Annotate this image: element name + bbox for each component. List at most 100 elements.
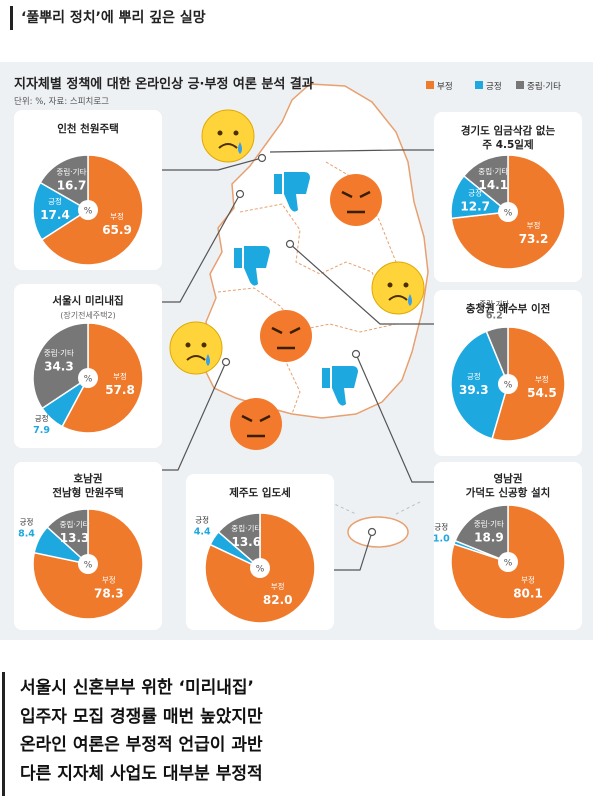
slice-name-label: 부정: [527, 220, 541, 230]
slice-value-label: 73.2: [519, 232, 549, 246]
pie-panel-2: 서울시 미리내집 (장기전세주택2) 부정 57.8 7.9 긍정 중립·기타 34.3%: [14, 284, 162, 448]
legend-swatch-neutral: [516, 81, 524, 89]
slice-name-label: 긍정: [467, 371, 481, 381]
pie-center: [498, 202, 518, 222]
pie-title: 호남권: [74, 472, 103, 485]
pie-center: [78, 200, 98, 220]
slice-value-label: 57.8: [105, 383, 135, 397]
angry-face-icon: [230, 398, 282, 450]
slice-value-label: 78.3: [94, 587, 124, 601]
sad-face-icon: [371, 261, 425, 315]
slice-value-label: 1.0: [433, 534, 450, 545]
pie-subtitle: 가덕도 신공항 설치: [466, 486, 551, 499]
slice-value-label: 7.9: [33, 425, 50, 436]
sad-face-icon: [169, 321, 223, 375]
pie-slice-negative: [450, 504, 566, 620]
pie-slice-negative: [491, 326, 566, 442]
pie-slice-neutral: [46, 508, 89, 566]
pie-title: 영남권: [494, 472, 523, 485]
thumbs-down-icon: [234, 246, 270, 286]
legend: 부정 긍정 중립·기타: [426, 81, 561, 92]
infographic-svg: 지자체별 정책에 대한 온라인상 긍·부정 여론 분석 결과 단위: %, 자료…: [14, 76, 582, 630]
slice-value-label: 39.3: [459, 383, 489, 397]
summary-line-3: 온라인 여론은 부정적 언급이 과반: [20, 735, 263, 755]
legend-label-negative: 부정: [437, 81, 453, 92]
legend-swatch-negative: [426, 81, 434, 89]
pie-slice-neutral: [39, 154, 89, 212]
pie-center-label: %: [84, 207, 93, 217]
pie-center-label: %: [256, 565, 265, 575]
slice-value-label: 4.4: [194, 526, 211, 537]
pie-center: [250, 558, 270, 578]
slice-name-label: 부정: [535, 374, 549, 384]
pie-subtitle: 전남형 만원주택: [52, 486, 123, 499]
slice-name-label: 중립·기타: [60, 520, 90, 529]
pie-center: [498, 552, 518, 572]
pie-title: 경기도 임금삭감 없는: [461, 124, 556, 137]
pie-title: 서울시 미리내집: [52, 294, 123, 307]
slice-name-label: 긍정: [20, 517, 34, 527]
pie-slice-positive: [32, 181, 90, 241]
thumbs-down-icon: [322, 366, 358, 406]
legend-label-neutral: 중립·기타: [527, 82, 561, 92]
pie-slice-negative: [61, 322, 144, 434]
header-title: ‘풀뿌리 정치’에 뿌리 깊은 실망: [10, 6, 206, 30]
summary-line-2: 입주자 모집 경쟁률 매번 높았지만: [20, 706, 263, 727]
summary-line-1: 서울시 신혼부부 위한 ‘미리내집’: [20, 678, 254, 698]
slice-name-label: 중립·기타: [479, 299, 509, 308]
pie-center: [78, 368, 98, 388]
connector-lines: [160, 149, 434, 571]
slice-value-label: 17.4: [40, 208, 70, 222]
pie-title: 충청권 해수부 이전: [466, 302, 551, 315]
pie-slice-neutral: [32, 322, 89, 410]
pie-center-label: %: [84, 561, 93, 571]
thumbs-down-icon: [274, 172, 310, 212]
slice-name-label: 부정: [271, 581, 285, 591]
chart-source: 단위: %, 자료: 스피치로그: [14, 96, 109, 107]
pie-subtitle: (장기전세주택2): [60, 310, 116, 320]
slice-name-label: 부정: [113, 371, 127, 381]
sad-face-icon: [201, 109, 255, 163]
infographic: 지자체별 정책에 대한 온라인상 긍·부정 여론 분석 결과 단위: %, 자료…: [0, 62, 593, 640]
legend-swatch-positive: [475, 81, 483, 89]
pie-center-label: %: [504, 559, 513, 569]
pie-center-label: %: [504, 381, 513, 391]
angry-face-icon: [330, 174, 382, 226]
slice-name-label: 중립·기타: [478, 167, 508, 176]
legend-label-positive: 긍정: [486, 81, 502, 92]
slice-value-label: 18.9: [474, 531, 504, 545]
slice-name-label: 중립·기타: [231, 524, 261, 533]
slice-name-label: 긍정: [434, 522, 448, 532]
slice-value-label: 14.1: [478, 178, 508, 192]
pie-center: [78, 554, 98, 574]
slice-value-label: 13.3: [60, 531, 90, 545]
pie-subtitle: 주 4.5일제: [482, 138, 533, 151]
slice-value-label: 16.7: [57, 178, 87, 192]
slice-value-label: 34.3: [44, 359, 74, 373]
slice-name-label: 중립·기타: [44, 348, 74, 357]
chart-title: 지자체별 정책에 대한 온라인상 긍·부정 여론 분석 결과: [14, 76, 314, 92]
slice-name-label: 부정: [102, 575, 116, 585]
slice-name-label: 중립·기타: [57, 167, 87, 176]
slice-value-label: 6.2: [486, 310, 503, 321]
slice-name-label: 중립·기타: [474, 520, 504, 529]
slice-value-label: 82.0: [263, 593, 293, 607]
summary-bar: [2, 672, 5, 796]
pie-slice-positive: [450, 330, 509, 440]
slice-name-label: 부정: [110, 211, 124, 221]
pie-slice-neutral: [462, 154, 509, 214]
emoji-decorations: [169, 109, 425, 450]
pie-slice-neutral: [454, 504, 509, 564]
pie-slice-neutral: [217, 512, 261, 570]
slice-value-label: 65.9: [102, 223, 132, 237]
pie-title: 인천 천원주택: [57, 122, 119, 135]
angry-face-icon: [260, 310, 312, 362]
slice-value-label: 8.4: [18, 529, 35, 540]
slice-name-label: 부정: [521, 575, 535, 585]
pie-center-label: %: [84, 375, 93, 385]
